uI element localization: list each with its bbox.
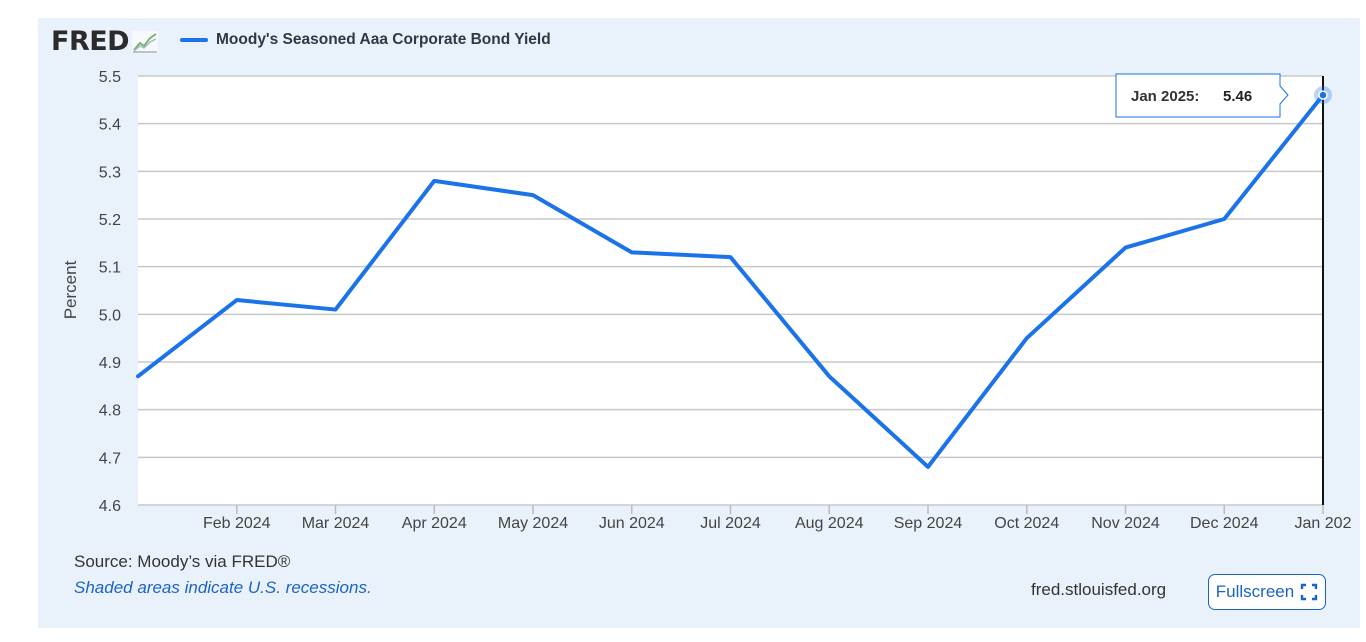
highlight-point[interactable] bbox=[1318, 90, 1328, 100]
y-axis-ticks: 4.6 4.7 4.8 4.9 5.0 5.1 5.2 5.3 5.4 5.5 bbox=[99, 69, 121, 515]
y-tick-label: 5.0 bbox=[99, 307, 121, 324]
data-points bbox=[1314, 86, 1332, 105]
y-tick-label: 4.9 bbox=[99, 355, 121, 372]
x-axis-ticks: Feb 2024 Mar 2024 Apr 2024 May 2024 Jun 2024… bbox=[203, 505, 1352, 532]
tooltip: Jan 2025: 5.46 bbox=[1115, 73, 1289, 118]
fullscreen-label: Fullscreen bbox=[1215, 582, 1295, 601]
fullscreen-icon bbox=[1301, 583, 1318, 601]
x-tick-label: May 2024 bbox=[498, 515, 568, 532]
x-tick-label: Jan 202 bbox=[1295, 515, 1352, 532]
tooltip-label: Jan 2025: bbox=[1131, 88, 1199, 105]
y-tick-label: 5.5 bbox=[99, 69, 121, 86]
y-tick-label: 5.2 bbox=[99, 212, 121, 229]
logo-text: FRED bbox=[51, 26, 130, 57]
y-tick-label: 4.8 bbox=[99, 403, 121, 420]
x-tick-label: Feb 2024 bbox=[203, 515, 271, 532]
y-tick-label: 4.6 bbox=[99, 498, 121, 515]
x-tick-label: Apr 2024 bbox=[402, 515, 467, 532]
tooltip-value: 5.46 bbox=[1223, 88, 1252, 105]
x-tick-label: Sep 2024 bbox=[894, 515, 963, 532]
x-tick-label: Nov 2024 bbox=[1091, 515, 1160, 532]
x-tick-label: Jun 2024 bbox=[599, 515, 665, 532]
y-tick-label: 5.4 bbox=[99, 117, 121, 134]
x-tick-label: Dec 2024 bbox=[1190, 515, 1259, 532]
tooltip-box bbox=[1115, 73, 1289, 118]
x-tick-label: Jul 2024 bbox=[700, 515, 761, 532]
legend-label: Moody's Seasoned Aaa Corporate Bond Yiel… bbox=[216, 31, 551, 48]
y-axis-label: Percent bbox=[61, 260, 80, 319]
fred-logo[interactable]: FRED bbox=[51, 26, 159, 57]
y-tick-label: 5.3 bbox=[99, 164, 121, 181]
line-graph-icon bbox=[132, 31, 159, 53]
recessions-link[interactable]: Shaded areas indicate U.S. recessions. bbox=[74, 578, 372, 597]
y-tick-label: 5.1 bbox=[99, 260, 121, 277]
fred-url[interactable]: fred.stlouisfed.org bbox=[1031, 580, 1167, 599]
chart-legend[interactable]: Moody's Seasoned Aaa Corporate Bond Yiel… bbox=[180, 31, 551, 49]
x-tick-label: Oct 2024 bbox=[994, 515, 1059, 532]
x-tick-label: Mar 2024 bbox=[302, 515, 370, 532]
fullscreen-button[interactable]: Fullscreen bbox=[1208, 574, 1326, 610]
plot-area bbox=[138, 76, 1323, 505]
y-tick-label: 4.7 bbox=[99, 450, 121, 467]
series-line[interactable] bbox=[136, 93, 1325, 469]
x-tick-label: Aug 2024 bbox=[795, 515, 864, 532]
legend-swatch bbox=[180, 38, 208, 42]
source-note: Source: Moody’s via FRED® bbox=[74, 552, 291, 571]
